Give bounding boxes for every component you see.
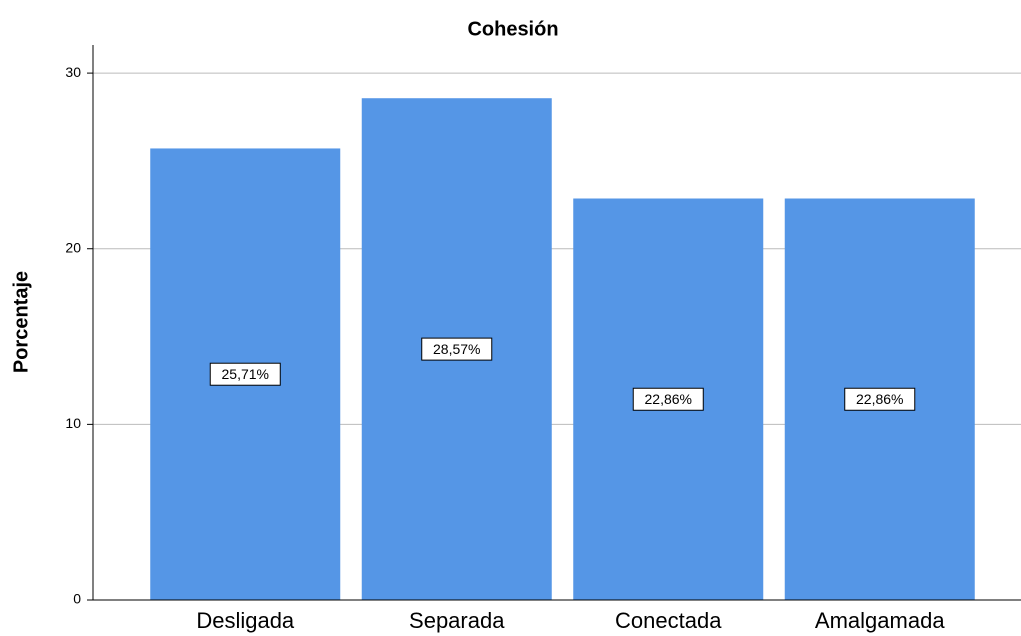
x-tick-label: Separada — [409, 608, 505, 633]
y-tick-label: 30 — [65, 64, 81, 80]
chart-title: Cohesión — [467, 18, 558, 40]
value-label: 22,86% — [856, 391, 903, 407]
x-tick-label: Conectada — [615, 608, 722, 633]
value-label-box — [421, 337, 493, 361]
value-label-box — [844, 387, 916, 411]
y-tick-label: 10 — [65, 415, 81, 431]
y-axis-label: Porcentaje — [10, 271, 32, 373]
x-tick-label: Desligada — [196, 608, 295, 633]
value-label-box — [632, 387, 704, 411]
value-label: 25,71% — [222, 366, 269, 382]
value-label: 22,86% — [645, 391, 692, 407]
value-label: 28,57% — [433, 341, 480, 357]
x-tick-label: Amalgamada — [815, 608, 945, 633]
value-label-box — [209, 362, 281, 386]
y-tick-label: 0 — [73, 591, 81, 607]
y-tick-label: 20 — [65, 239, 81, 255]
